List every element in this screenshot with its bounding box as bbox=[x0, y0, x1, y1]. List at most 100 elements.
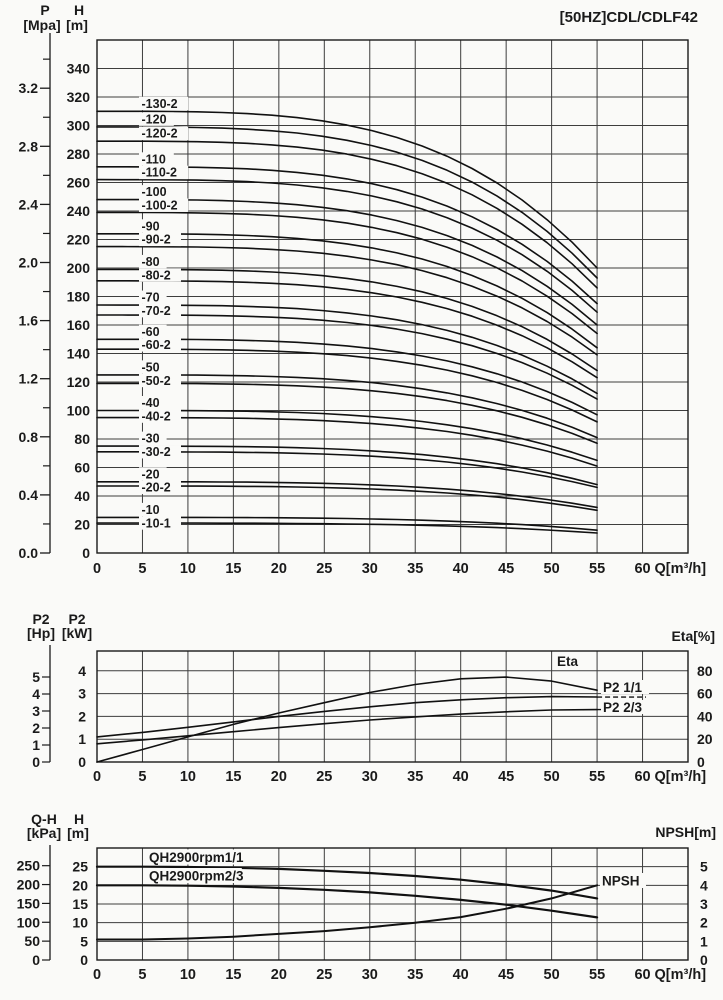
q-axis-tick-label: 45 bbox=[498, 967, 514, 983]
qh-reduced-curve bbox=[95, 884, 599, 919]
h2-axis-tick-label: 0 bbox=[80, 952, 88, 968]
p-axis-tick-label: 1.6 bbox=[19, 313, 39, 329]
eta-curve-label: Eta bbox=[557, 654, 579, 669]
curve-label: -20 bbox=[142, 467, 160, 481]
curve-label: -130-2 bbox=[142, 97, 178, 111]
kw-axis-name: P2 bbox=[68, 611, 86, 627]
qh-curves bbox=[95, 865, 599, 941]
curve-label: -30 bbox=[142, 432, 160, 446]
curve-label: -30-2 bbox=[142, 445, 171, 459]
hp-axis-tick-label: 3 bbox=[32, 703, 40, 719]
curve-label: -110 bbox=[142, 152, 166, 166]
q-axis-tick-label: 25 bbox=[316, 769, 332, 785]
kw-axis-tick-label: 0 bbox=[78, 754, 86, 770]
q-axis-unit-label: Q[m³/h] bbox=[655, 769, 707, 785]
curve-label: -90 bbox=[142, 219, 160, 233]
hp-axis-name: P2 bbox=[32, 611, 50, 627]
curve-label-bg bbox=[139, 254, 167, 269]
kpa-axis-tick-label: 150 bbox=[17, 895, 41, 911]
power-chart-labels: Eta P2 1/1 P2 2/3 bbox=[557, 654, 649, 715]
curve-label: -70-2 bbox=[142, 304, 171, 318]
p-axis-tick-label: 2.4 bbox=[19, 196, 39, 212]
curve-label: -100 bbox=[142, 185, 167, 199]
h-axis-tick-label: 220 bbox=[67, 232, 91, 248]
curve-label-bg bbox=[139, 112, 174, 126]
p-axis-tick-label: 0.0 bbox=[19, 545, 39, 561]
curve-label-bg bbox=[139, 324, 167, 339]
kpa-axis-tick-label: 0 bbox=[32, 952, 40, 968]
curve-label: -120-2 bbox=[142, 127, 178, 141]
pump-curve bbox=[96, 211, 598, 335]
q-axis: 0 5 10 15 20 25 30 35 40 45 50 55 60 Q[m³/h] bbox=[93, 561, 706, 577]
eta-axis-tick-label: 40 bbox=[697, 708, 713, 724]
q-axis-tick-label: 40 bbox=[453, 769, 469, 785]
q-axis-tick-label: 45 bbox=[498, 561, 514, 577]
curve-label-bg bbox=[139, 219, 167, 233]
kpa-axis: 0 50 100 150 200 250 0 5 10 15 20 25 bbox=[17, 845, 88, 968]
qh-full-label: QH2900rpm1/1 bbox=[149, 850, 244, 865]
h-axis-tick-label: 200 bbox=[67, 260, 91, 276]
curve-label-bg bbox=[139, 185, 174, 199]
h2-axis-tick-label: 25 bbox=[72, 859, 88, 875]
q-axis-tick-label: 40 bbox=[453, 561, 469, 577]
p-axis-tick-label: 0.8 bbox=[19, 429, 39, 445]
h2-axis-tick-label: 10 bbox=[72, 915, 88, 931]
q-axis-tick-label: 15 bbox=[225, 967, 241, 983]
curve-label: -90-2 bbox=[142, 233, 171, 247]
pump-curve bbox=[96, 140, 598, 289]
kw-axis-tick-label: 1 bbox=[78, 731, 86, 747]
curve-label: -80 bbox=[142, 255, 160, 269]
qh-axis-unit: [kPa] bbox=[26, 825, 62, 841]
h2-axis-name: H bbox=[73, 811, 85, 827]
pump-curve bbox=[96, 178, 598, 314]
npsh-axis-tick-label: 5 bbox=[700, 859, 708, 875]
curve-label: -50 bbox=[142, 360, 160, 374]
head-curve-labels: -130-2-120-120-2-110-110-2-100-100-2-90-… bbox=[139, 96, 189, 530]
kpa-axis-tick-label: 100 bbox=[17, 914, 41, 930]
hp-axis-tick-label: 4 bbox=[32, 686, 40, 702]
curve-label-bg bbox=[139, 396, 167, 410]
curve-label: -50-2 bbox=[142, 374, 171, 388]
npsh-axis: 0 1 2 3 4 5 bbox=[700, 859, 708, 968]
npsh-axis-tick-label: 3 bbox=[700, 896, 708, 912]
h-axis-tick-label: 300 bbox=[67, 118, 91, 134]
q-axis-tick-label: 5 bbox=[138, 561, 146, 577]
q-axis-tick-label: 20 bbox=[271, 769, 287, 785]
plot-border bbox=[96, 650, 689, 763]
p2-full-label: P2 1/1 bbox=[603, 680, 643, 695]
h-axis-tick-label: 20 bbox=[74, 517, 90, 533]
q-axis-tick-label: 30 bbox=[362, 561, 378, 577]
npsh-axis-tick-label: 2 bbox=[700, 915, 708, 931]
pump-curve bbox=[96, 416, 598, 467]
qh-full-curve bbox=[95, 865, 599, 900]
h-axis-tick-label: 0 bbox=[82, 545, 90, 561]
p2-full-curve bbox=[96, 695, 598, 738]
kw-axis-tick-label: 3 bbox=[78, 686, 86, 702]
q-axis-tick-label: 25 bbox=[316, 561, 332, 577]
curve-label-bg bbox=[139, 126, 189, 141]
curve-label-bg bbox=[139, 409, 181, 423]
q-axis-3: 0 5 10 15 20 25 30 35 40 45 50 55 60 Q[m³/h] bbox=[93, 967, 706, 983]
npsh-axis-tick-label: 0 bbox=[700, 952, 708, 968]
q-axis-tick-label: 60 bbox=[634, 967, 650, 983]
q-axis-unit-label: Q[m³/h] bbox=[655, 561, 707, 577]
curve-label-bg bbox=[139, 232, 181, 247]
curve-label-bg bbox=[139, 338, 181, 352]
eta-axis-tick-label: 20 bbox=[697, 731, 713, 747]
q-axis-tick-label: 35 bbox=[407, 769, 423, 785]
p2-reduced-curve bbox=[96, 708, 598, 745]
p-axis: 0.0 0.4 0.8 1.2 1.6 2.0 2.4 2.8 3.2 bbox=[19, 33, 51, 561]
p-axis-tick-label: 1.2 bbox=[19, 371, 39, 387]
q-axis-tick-label: 55 bbox=[589, 769, 605, 785]
h-axis-tick-label: 160 bbox=[67, 317, 91, 333]
curve-label-bg bbox=[139, 502, 167, 517]
npsh-axis-label: NPSH[m] bbox=[655, 824, 716, 840]
q-axis-tick-label: 50 bbox=[544, 769, 560, 785]
curve-label-bg bbox=[147, 868, 242, 883]
q-axis-tick-label: 30 bbox=[362, 967, 378, 983]
q-axis-2: 0 5 10 15 20 25 30 35 40 45 50 55 60 Q[m³/h] bbox=[93, 769, 706, 785]
curve-label-bg bbox=[139, 431, 167, 446]
curve-label-bg bbox=[139, 373, 181, 388]
hp-axis-tick-label: 0 bbox=[32, 754, 40, 770]
